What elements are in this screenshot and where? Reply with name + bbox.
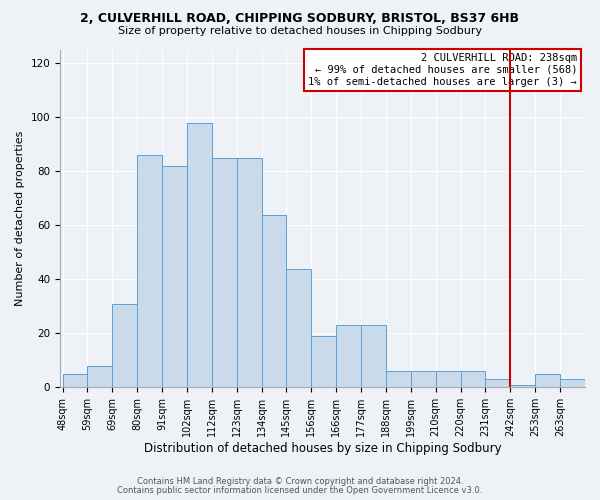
Text: Contains public sector information licensed under the Open Government Licence v3: Contains public sector information licen… (118, 486, 482, 495)
Bar (262, 214, 286, 388)
Bar (62, 374, 88, 388)
Bar (187, 123, 212, 388)
Bar (336, 326, 361, 388)
X-axis label: Distribution of detached houses by size in Chipping Sodbury: Distribution of detached houses by size … (144, 442, 502, 455)
Bar (386, 371, 411, 388)
Bar (511, 384, 535, 388)
Bar (162, 166, 187, 388)
Bar (137, 156, 162, 388)
Text: 2, CULVERHILL ROAD, CHIPPING SODBURY, BRISTOL, BS37 6HB: 2, CULVERHILL ROAD, CHIPPING SODBURY, BR… (80, 12, 520, 26)
Bar (112, 304, 137, 388)
Bar (361, 326, 386, 388)
Bar (236, 158, 262, 388)
Text: Contains HM Land Registry data © Crown copyright and database right 2024.: Contains HM Land Registry data © Crown c… (137, 477, 463, 486)
Bar (88, 366, 112, 388)
Bar (461, 371, 485, 388)
Bar (485, 380, 511, 388)
Text: Size of property relative to detached houses in Chipping Sodbury: Size of property relative to detached ho… (118, 26, 482, 36)
Bar (311, 336, 336, 388)
Bar (535, 374, 560, 388)
Bar (411, 371, 436, 388)
Bar (212, 158, 236, 388)
Bar (560, 380, 585, 388)
Text: 2 CULVERHILL ROAD: 238sqm
← 99% of detached houses are smaller (568)
1% of semi-: 2 CULVERHILL ROAD: 238sqm ← 99% of detac… (308, 54, 577, 86)
Y-axis label: Number of detached properties: Number of detached properties (15, 131, 25, 306)
Bar (436, 371, 461, 388)
Bar (286, 268, 311, 388)
